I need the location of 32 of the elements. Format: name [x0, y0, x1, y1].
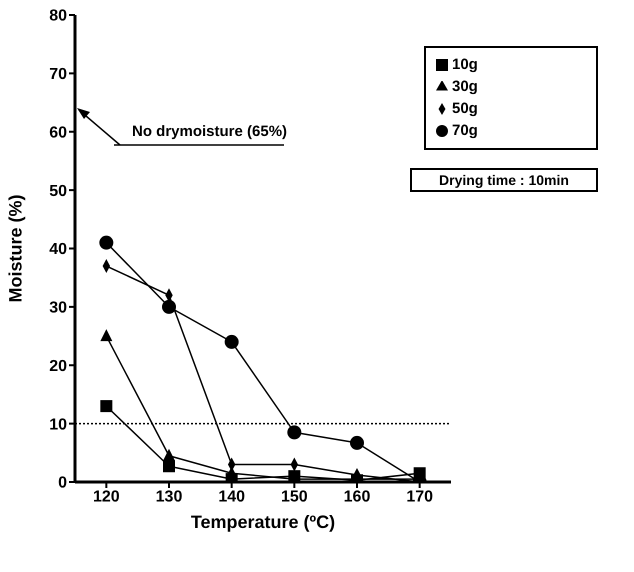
legend-label: 10g: [452, 56, 478, 73]
y-tick-label: 10: [49, 416, 68, 434]
y-tick-label: 30: [49, 300, 68, 317]
x-tick-label: 150: [280, 488, 308, 506]
annotation: Drying time : 10min: [410, 168, 598, 192]
y-tick-label: 70: [49, 66, 68, 84]
point: [99, 236, 114, 250]
point: [100, 329, 112, 342]
point: [350, 436, 364, 450]
y-tick-label: 60: [49, 124, 68, 142]
y-tick-label: 20: [49, 358, 68, 375]
x-tick-label: 120: [92, 488, 120, 506]
y-axis-title: Moisture (%): [5, 194, 26, 302]
x-tick-label: 160: [344, 488, 370, 506]
point: [163, 448, 175, 461]
y-tick-label: 80: [49, 8, 68, 25]
point: [224, 334, 239, 349]
point: [162, 300, 176, 314]
point: [100, 400, 112, 412]
x-tick-label: 140: [218, 488, 246, 506]
legend-label: 50g: [452, 100, 478, 117]
y-tick-label: 0: [58, 474, 68, 492]
x-tick-label: 170: [406, 488, 434, 506]
y-tick-label: 40: [49, 241, 68, 258]
point: [287, 425, 302, 440]
x-axis-title: Temperature (ºC): [190, 512, 336, 532]
x-tick-label: 130: [156, 488, 182, 506]
legend-label: 70g: [452, 122, 478, 139]
annotation: No drymoisture (65%): [132, 123, 288, 140]
legend-label: 30g: [452, 78, 478, 95]
point: [163, 460, 175, 472]
y-tick-label: 50: [49, 182, 68, 200]
